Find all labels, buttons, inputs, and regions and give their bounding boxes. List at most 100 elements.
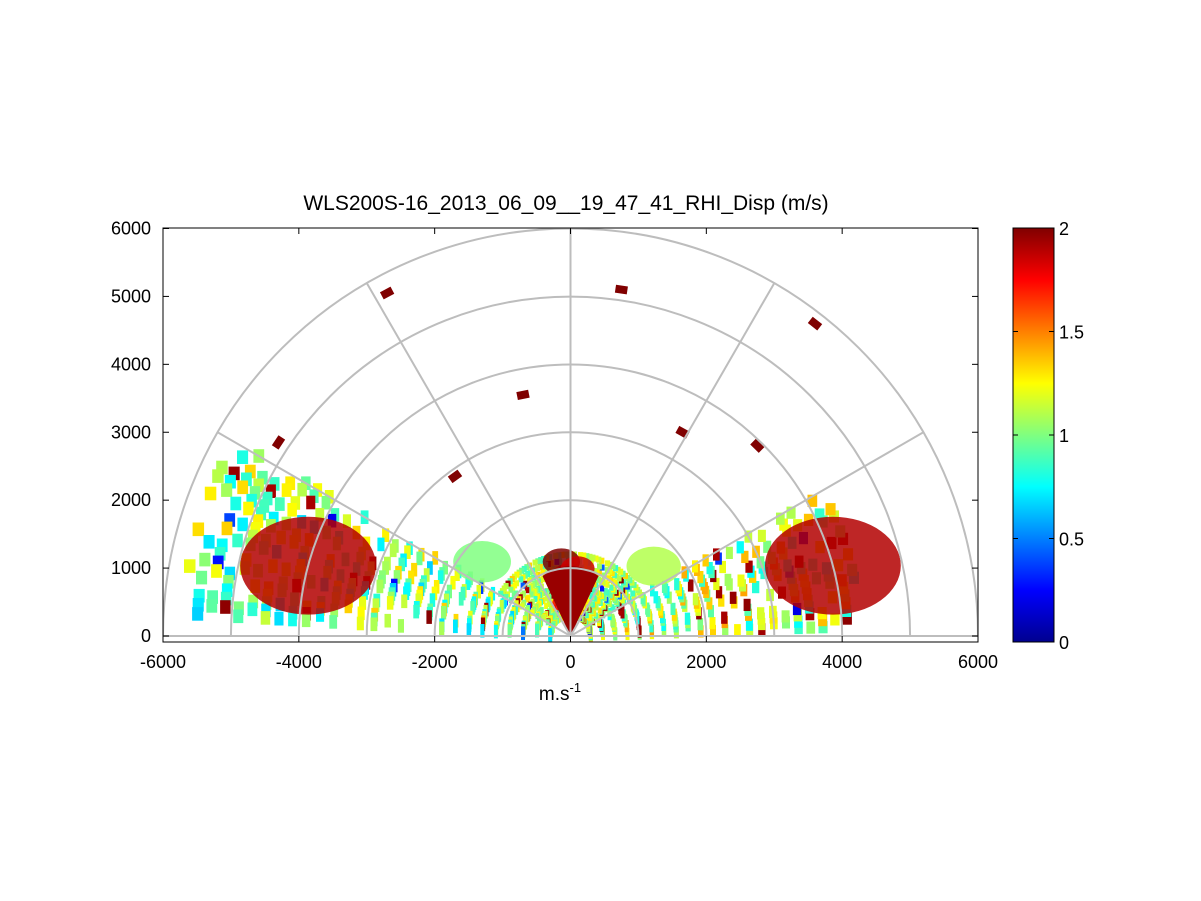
scan-cell bbox=[794, 621, 803, 635]
scan-cell bbox=[220, 591, 232, 606]
scan-cell bbox=[269, 477, 280, 491]
scan-cell bbox=[734, 624, 741, 637]
scan-cell bbox=[757, 607, 765, 620]
scan-cell bbox=[741, 550, 749, 563]
scan-cell bbox=[359, 596, 367, 610]
scan-cell bbox=[719, 560, 726, 574]
scan-cell bbox=[763, 540, 772, 553]
scan-cell bbox=[702, 554, 709, 567]
scan-cell bbox=[193, 588, 205, 603]
scan-cell bbox=[604, 567, 610, 574]
scan-cell bbox=[216, 460, 228, 475]
scan-cell bbox=[207, 590, 218, 604]
scan-cell bbox=[196, 570, 208, 585]
colorbar-tick-label: 0 bbox=[1059, 633, 1069, 653]
isolated-point bbox=[447, 469, 463, 484]
scan-cell bbox=[221, 583, 233, 597]
colorbar-tick-label: 1 bbox=[1059, 426, 1069, 446]
scan-cell bbox=[212, 469, 224, 483]
scan-cell bbox=[599, 564, 605, 571]
scan-cell bbox=[256, 506, 267, 521]
scan-cell bbox=[532, 566, 538, 573]
x-tick-label: -6000 bbox=[140, 652, 186, 672]
scan-cell bbox=[480, 624, 485, 638]
scan-cell bbox=[524, 587, 530, 594]
scan-cell bbox=[649, 620, 654, 633]
scan-cell bbox=[184, 559, 196, 573]
scan-cell bbox=[597, 570, 602, 577]
scan-cell bbox=[535, 558, 541, 565]
scan-cell bbox=[247, 602, 258, 617]
scan-cell bbox=[706, 562, 713, 575]
scan-cell bbox=[806, 621, 816, 634]
scan-cell bbox=[376, 579, 384, 594]
grid-spoke bbox=[217, 431, 571, 637]
scan-cell bbox=[581, 552, 587, 559]
scan-cell bbox=[592, 568, 597, 575]
scan-cell bbox=[426, 610, 432, 624]
scan-cell bbox=[590, 554, 596, 561]
scan-cell bbox=[260, 611, 271, 625]
scan-cell bbox=[604, 560, 610, 567]
scan-cell bbox=[498, 590, 504, 597]
scan-cell bbox=[653, 591, 659, 604]
scan-cell bbox=[681, 566, 688, 579]
y-tick-label: 0 bbox=[141, 626, 151, 646]
scan-cell bbox=[224, 513, 236, 527]
scan-cell bbox=[544, 602, 549, 609]
scan-cell bbox=[493, 624, 498, 639]
scan-cell bbox=[297, 482, 307, 497]
scan-cell bbox=[540, 562, 546, 569]
isolated-point bbox=[271, 435, 286, 450]
scan-cell bbox=[540, 569, 546, 576]
scan-cell bbox=[357, 606, 365, 621]
x-axis-label-text: m.s bbox=[539, 684, 570, 705]
x-tick-label: 0 bbox=[565, 652, 575, 672]
scan-cell bbox=[301, 613, 311, 628]
scan-cell bbox=[398, 557, 405, 572]
scan-cell bbox=[397, 619, 404, 633]
scan-cell bbox=[519, 603, 524, 610]
scan-cell bbox=[384, 613, 391, 628]
scan-cell bbox=[377, 537, 385, 552]
scan-cell bbox=[781, 610, 790, 623]
scan-cell bbox=[533, 595, 538, 602]
scan-cell bbox=[203, 535, 215, 549]
scan-cell bbox=[192, 598, 204, 612]
scan-cell bbox=[237, 517, 248, 532]
scan-cell bbox=[729, 591, 737, 604]
scan-cell bbox=[601, 602, 606, 609]
scan-cell bbox=[546, 601, 551, 608]
scan-cell bbox=[745, 560, 753, 573]
scan-cell bbox=[792, 602, 802, 616]
scan-cell bbox=[413, 604, 420, 619]
scan-cell bbox=[713, 577, 720, 591]
colorbar bbox=[1012, 227, 1055, 643]
scan-cell bbox=[458, 592, 464, 606]
scan-cell bbox=[216, 538, 228, 553]
scan-cell bbox=[204, 486, 217, 501]
scan-cell bbox=[603, 588, 608, 595]
scan-cell bbox=[698, 625, 704, 638]
scan-cell bbox=[805, 608, 815, 621]
scan-cell bbox=[610, 604, 615, 611]
scan-cell bbox=[321, 495, 331, 510]
scan-cell bbox=[715, 586, 723, 599]
scan-cell bbox=[613, 565, 619, 572]
scan-cell bbox=[710, 624, 716, 638]
isolated-point bbox=[379, 286, 395, 300]
scan-cell bbox=[578, 552, 584, 559]
scan-cell bbox=[842, 612, 852, 625]
grid-spoke bbox=[365, 282, 572, 637]
scan-cell bbox=[825, 503, 836, 516]
scan-cell bbox=[709, 617, 716, 630]
scan-cell bbox=[718, 594, 725, 607]
scan-cell bbox=[721, 611, 728, 624]
scan-cell bbox=[670, 602, 676, 615]
scan-cell bbox=[615, 566, 621, 573]
scan-cell bbox=[415, 593, 422, 608]
x-axis-label: m.s-1 bbox=[539, 680, 581, 705]
scan-cell bbox=[713, 548, 720, 561]
scan-cell bbox=[247, 529, 258, 544]
